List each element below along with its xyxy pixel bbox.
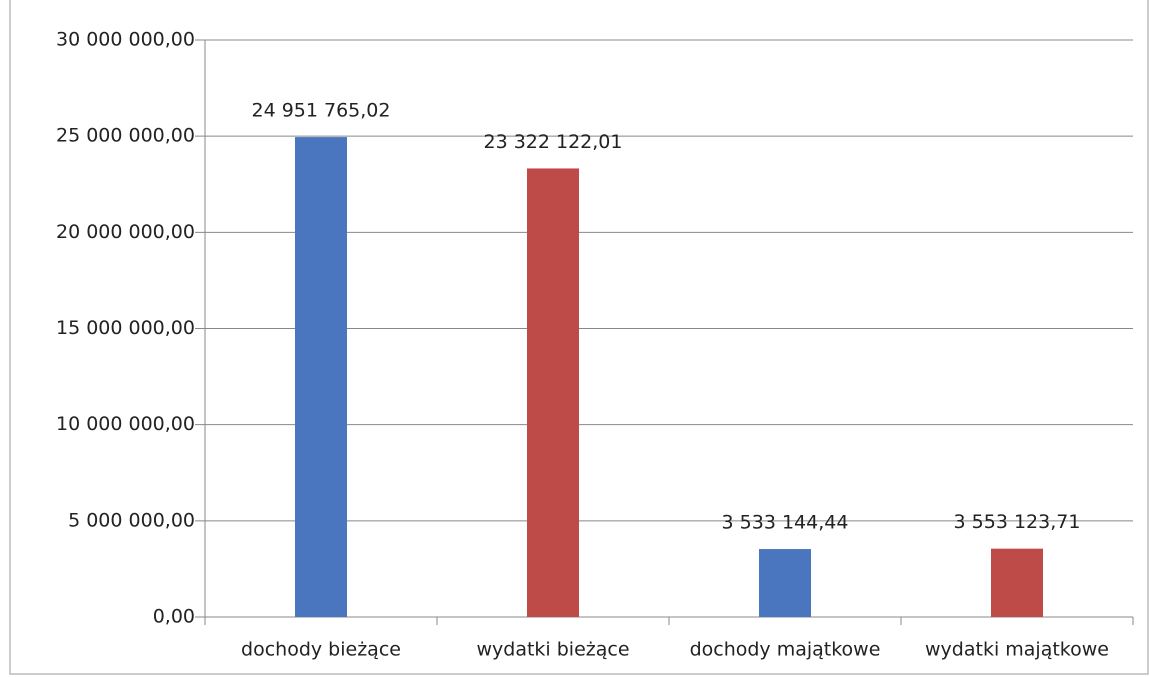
y-tick-label: 25 000 000,00: [56, 125, 195, 147]
y-tick-label: 10 000 000,00: [56, 413, 195, 435]
bar: [991, 548, 1043, 617]
y-tick-label: 20 000 000,00: [56, 221, 195, 243]
x-tick-label: wydatki majątkowe: [925, 639, 1109, 661]
bar: [759, 549, 811, 617]
value-label: 24 951 765,02: [251, 100, 390, 122]
y-tick-label: 0,00: [153, 606, 195, 628]
value-label: 3 533 144,44: [722, 512, 849, 534]
x-tick-label: wydatki bieżące: [476, 639, 629, 661]
bar: [527, 168, 579, 617]
bar: [295, 137, 347, 617]
value-label: 23 322 122,01: [483, 131, 622, 153]
x-tick-label: dochody bieżące: [241, 639, 401, 661]
y-tick-label: 30 000 000,00: [56, 29, 195, 51]
x-tick-label: dochody majątkowe: [690, 639, 881, 661]
value-label: 3 553 123,71: [954, 511, 1081, 533]
y-tick-label: 15 000 000,00: [56, 317, 195, 339]
y-tick-label: 5 000 000,00: [68, 509, 195, 531]
